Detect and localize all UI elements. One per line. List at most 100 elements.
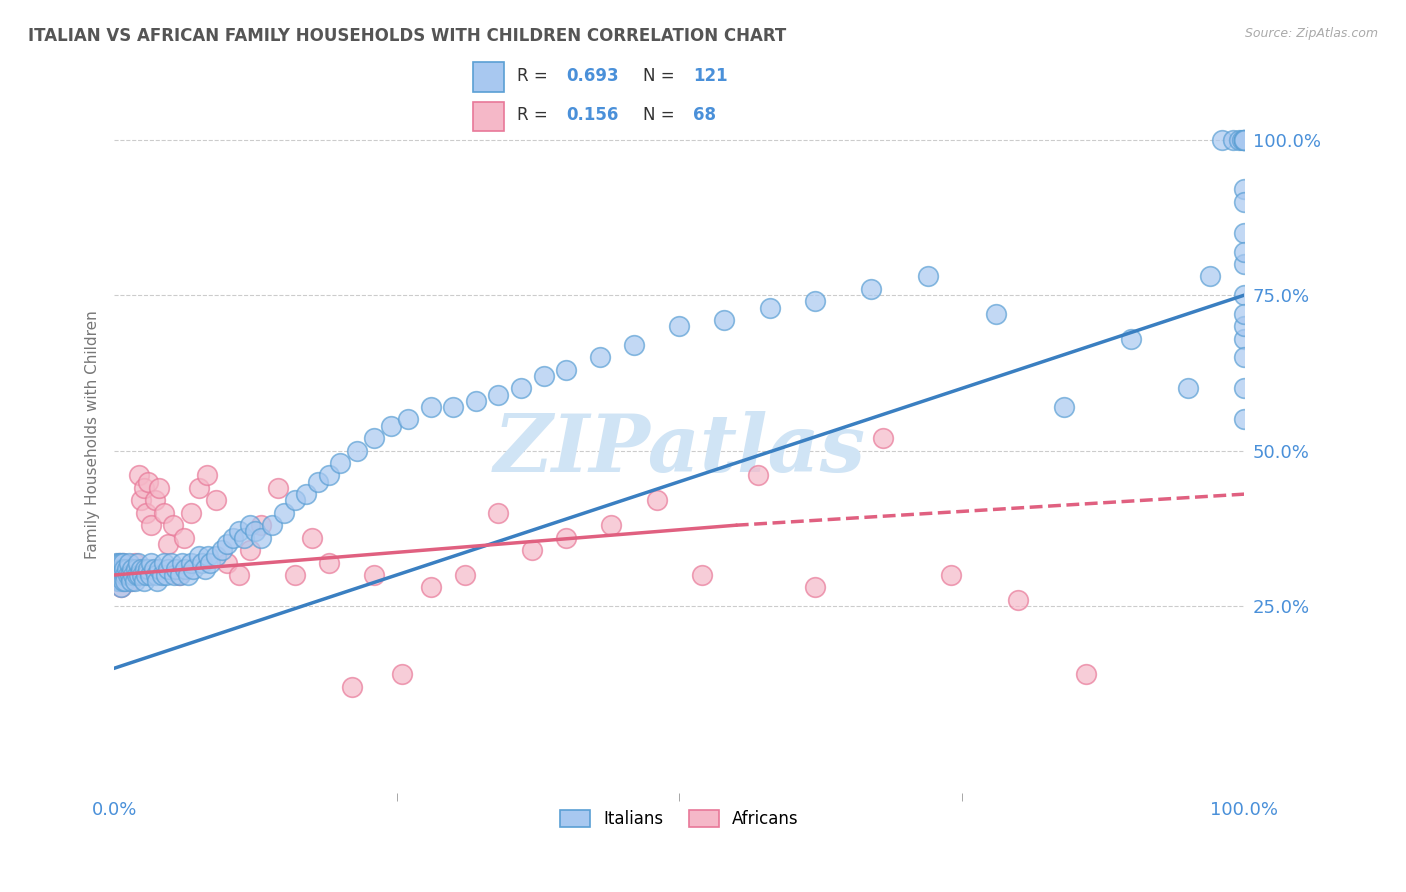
Point [111, 568, 134, 582]
Point [346, 443, 368, 458]
Point [194, 562, 217, 576]
Bar [474, 102, 505, 131]
Point [148, 562, 170, 576]
Point [118, 568, 141, 582]
Point [1233, 182, 1256, 196]
Point [419, 581, 441, 595]
Point [110, 581, 132, 595]
Point [239, 543, 262, 558]
Point [250, 531, 273, 545]
Point [1076, 667, 1098, 681]
Point [228, 524, 250, 539]
Point [117, 568, 139, 582]
Point [115, 568, 138, 582]
Point [860, 282, 883, 296]
Point [107, 574, 129, 589]
Point [125, 568, 148, 582]
Point [1211, 133, 1233, 147]
Point [111, 562, 134, 576]
Point [112, 556, 135, 570]
Point [128, 468, 150, 483]
Point [228, 568, 250, 582]
Point [108, 574, 131, 589]
Point [146, 574, 169, 589]
Point [197, 549, 219, 564]
Point [205, 549, 228, 564]
Point [131, 562, 153, 576]
Point [1233, 307, 1256, 321]
Y-axis label: Family Households with Children: Family Households with Children [86, 310, 100, 559]
Point [141, 518, 163, 533]
Point [104, 562, 127, 576]
Point [122, 568, 145, 582]
Point [939, 568, 962, 582]
Point [153, 556, 176, 570]
Point [217, 537, 239, 551]
Point [118, 556, 141, 570]
Point [488, 387, 510, 401]
Point [284, 493, 307, 508]
Point [1121, 332, 1143, 346]
Point [191, 556, 214, 570]
Point [245, 524, 267, 539]
Point [107, 562, 129, 576]
Point [112, 562, 135, 576]
Point [1233, 288, 1256, 302]
Point [135, 568, 157, 582]
Text: 0.693: 0.693 [567, 68, 619, 86]
Point [165, 562, 187, 576]
Legend: Italians, Africans: Italians, Africans [554, 803, 806, 834]
Point [110, 556, 132, 570]
Point [112, 568, 135, 582]
Point [107, 568, 129, 582]
Point [1177, 381, 1199, 395]
Point [262, 518, 284, 533]
Point [155, 568, 177, 582]
Point [211, 543, 233, 558]
Text: ZIPatlas: ZIPatlas [494, 410, 865, 488]
Point [1233, 133, 1256, 147]
Text: 68: 68 [693, 106, 716, 124]
Point [107, 562, 129, 576]
Point [1233, 332, 1256, 346]
Point [1233, 194, 1256, 209]
Point [145, 568, 167, 582]
Point [105, 556, 128, 570]
Point [124, 574, 146, 589]
Point [267, 481, 290, 495]
Point [340, 680, 363, 694]
Point [167, 568, 190, 582]
Point [124, 556, 146, 570]
Point [441, 400, 464, 414]
Point [188, 549, 211, 564]
Point [1233, 133, 1256, 147]
Point [488, 506, 510, 520]
Point [111, 568, 134, 582]
Point [114, 574, 136, 589]
Point [301, 531, 323, 545]
Point [150, 568, 173, 582]
Point [363, 431, 385, 445]
Text: ITALIAN VS AFRICAN FAMILY HOUSEHOLDS WITH CHILDREN CORRELATION CHART: ITALIAN VS AFRICAN FAMILY HOUSEHOLDS WIT… [28, 27, 786, 45]
Point [284, 568, 307, 582]
Point [1007, 592, 1029, 607]
Point [510, 381, 533, 395]
Point [162, 518, 184, 533]
Point [120, 574, 142, 589]
Point [1233, 319, 1256, 334]
Point [1052, 400, 1074, 414]
Point [380, 418, 402, 433]
Point [804, 581, 827, 595]
Point [555, 363, 578, 377]
Point [157, 562, 180, 576]
Point [107, 556, 129, 570]
Point [174, 562, 197, 576]
Point [120, 574, 142, 589]
Point [188, 481, 211, 495]
Point [170, 556, 193, 570]
Point [135, 506, 157, 520]
Point [589, 351, 612, 365]
Point [153, 506, 176, 520]
Point [391, 667, 413, 681]
Point [205, 493, 228, 508]
